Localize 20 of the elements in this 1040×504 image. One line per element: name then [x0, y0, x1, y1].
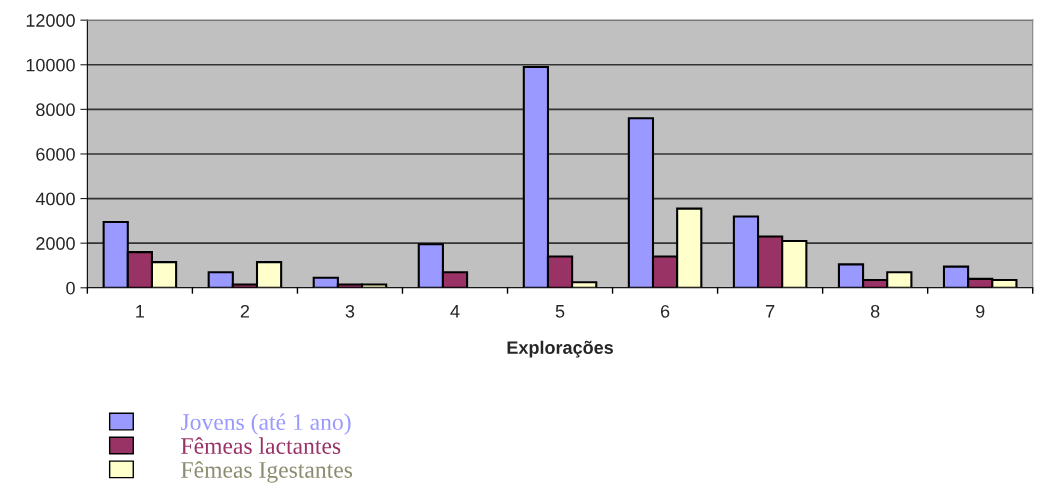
x-tick-label: 9 — [976, 304, 985, 318]
x-tick-label: 5 — [555, 305, 565, 318]
x-tick-label: 8 — [870, 304, 880, 318]
y-tick-label: 10000 — [26, 58, 75, 72]
legend-label: Fêmeas lactantes — [181, 437, 341, 454]
y-tick-label: 8000 — [36, 103, 75, 117]
legend-label: Jovens (até 1 ano) — [180, 413, 351, 435]
legend-label: Fêmeas Igestantes — [181, 461, 353, 483]
x-axis-title: Explorações — [507, 340, 613, 358]
x-tick-label: 7 — [766, 305, 775, 318]
y-tick-label: 6000 — [36, 147, 75, 161]
y-tick-label: 12000 — [26, 14, 75, 27]
x-tick-label: 1 — [136, 305, 145, 318]
y-tick-label: 0 — [66, 281, 75, 295]
y-tick-label: 2000 — [36, 237, 75, 250]
x-tick-label: 3 — [345, 304, 355, 318]
x-tick-label: 2 — [240, 304, 250, 318]
x-tick-label: 6 — [660, 304, 670, 318]
x-tick-label: 4 — [450, 305, 460, 318]
y-tick-label: 4000 — [35, 192, 75, 206]
